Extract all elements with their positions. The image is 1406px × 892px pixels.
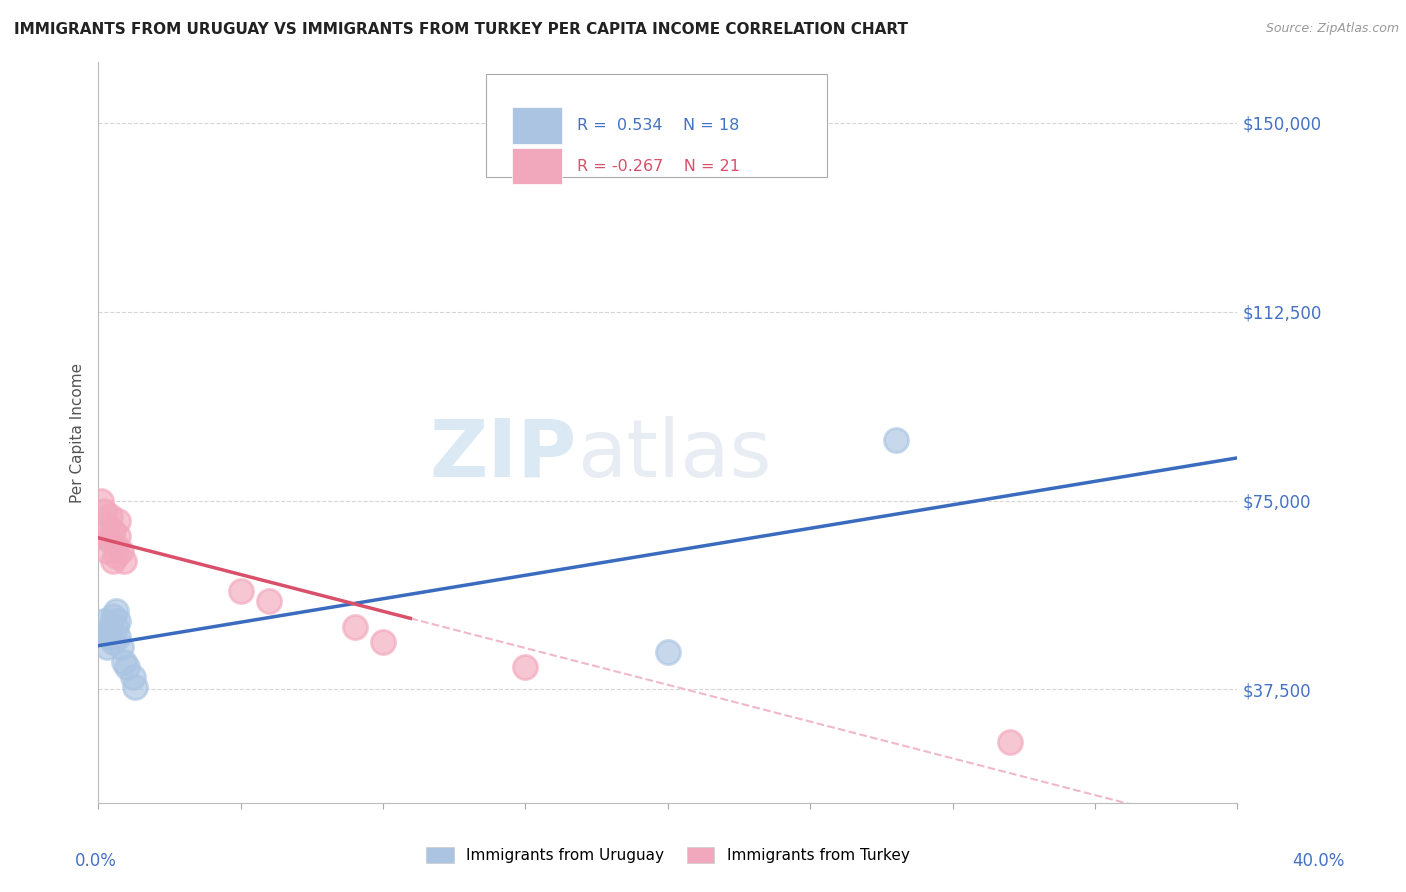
FancyBboxPatch shape bbox=[512, 107, 562, 144]
Point bbox=[107, 529, 129, 543]
Text: R =  0.534    N = 18: R = 0.534 N = 18 bbox=[576, 118, 740, 133]
Text: 0.0%: 0.0% bbox=[75, 852, 117, 870]
Point bbox=[115, 660, 138, 674]
Point bbox=[343, 619, 366, 633]
Point bbox=[101, 609, 124, 624]
Point bbox=[107, 514, 129, 528]
Point bbox=[104, 539, 127, 553]
Point bbox=[112, 655, 135, 669]
Point bbox=[124, 680, 146, 694]
FancyBboxPatch shape bbox=[512, 148, 562, 185]
Point bbox=[96, 640, 118, 654]
Point bbox=[515, 660, 537, 674]
Point bbox=[884, 433, 907, 447]
Point bbox=[373, 634, 395, 648]
Point bbox=[98, 533, 121, 548]
Text: 40.0%: 40.0% bbox=[1292, 852, 1346, 870]
Point bbox=[96, 518, 118, 533]
Point bbox=[104, 549, 127, 563]
Point bbox=[93, 504, 115, 518]
Point bbox=[998, 735, 1021, 749]
Point bbox=[96, 544, 118, 558]
Point bbox=[110, 544, 132, 558]
Point bbox=[121, 670, 143, 684]
FancyBboxPatch shape bbox=[485, 73, 827, 178]
Point bbox=[107, 630, 129, 644]
Point bbox=[101, 524, 124, 538]
Point bbox=[107, 615, 129, 629]
Text: Source: ZipAtlas.com: Source: ZipAtlas.com bbox=[1265, 22, 1399, 36]
Text: IMMIGRANTS FROM URUGUAY VS IMMIGRANTS FROM TURKEY PER CAPITA INCOME CORRELATION : IMMIGRANTS FROM URUGUAY VS IMMIGRANTS FR… bbox=[14, 22, 908, 37]
Text: atlas: atlas bbox=[576, 416, 770, 494]
Point bbox=[110, 640, 132, 654]
Point bbox=[98, 619, 121, 633]
Point bbox=[104, 604, 127, 618]
Text: ZIP: ZIP bbox=[429, 416, 576, 494]
Point bbox=[259, 594, 281, 608]
Point bbox=[93, 529, 115, 543]
Point bbox=[104, 619, 127, 633]
Point bbox=[101, 554, 124, 568]
Point bbox=[93, 615, 115, 629]
Point bbox=[98, 508, 121, 523]
Point bbox=[90, 493, 112, 508]
Point bbox=[98, 630, 121, 644]
Point bbox=[112, 554, 135, 568]
Legend: Immigrants from Uruguay, Immigrants from Turkey: Immigrants from Uruguay, Immigrants from… bbox=[420, 841, 915, 869]
Point bbox=[101, 634, 124, 648]
Text: R = -0.267    N = 21: R = -0.267 N = 21 bbox=[576, 159, 740, 174]
Point bbox=[229, 584, 252, 599]
Point bbox=[96, 624, 118, 639]
Point bbox=[657, 645, 679, 659]
Y-axis label: Per Capita Income: Per Capita Income bbox=[69, 362, 84, 503]
